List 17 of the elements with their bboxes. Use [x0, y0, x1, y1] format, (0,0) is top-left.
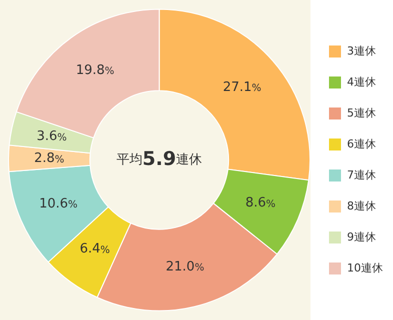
data-label: 2.8% [34, 151, 64, 166]
legend-label: 3連休 [347, 44, 376, 58]
legend-label: 10連休 [347, 261, 384, 274]
legend-label: 7連休 [347, 168, 376, 182]
legend-label: 9連休 [347, 230, 376, 244]
data-label: 19.8% [76, 62, 114, 78]
data-label: 21.0% [166, 259, 204, 274]
data-label: 3.6% [36, 129, 67, 144]
text: 平均5.9連休 [116, 148, 202, 170]
data-label: 6.4% [80, 242, 110, 257]
legend-label: 5連休 [347, 106, 376, 120]
data-label: 8.6% [245, 196, 276, 211]
legend-label: 6連休 [347, 137, 376, 150]
data-label: 10.6% [39, 196, 78, 212]
legend-label: 4連休 [347, 75, 376, 88]
data-label: 27.1% [222, 80, 262, 95]
legend-label: 8連休 [347, 199, 376, 212]
